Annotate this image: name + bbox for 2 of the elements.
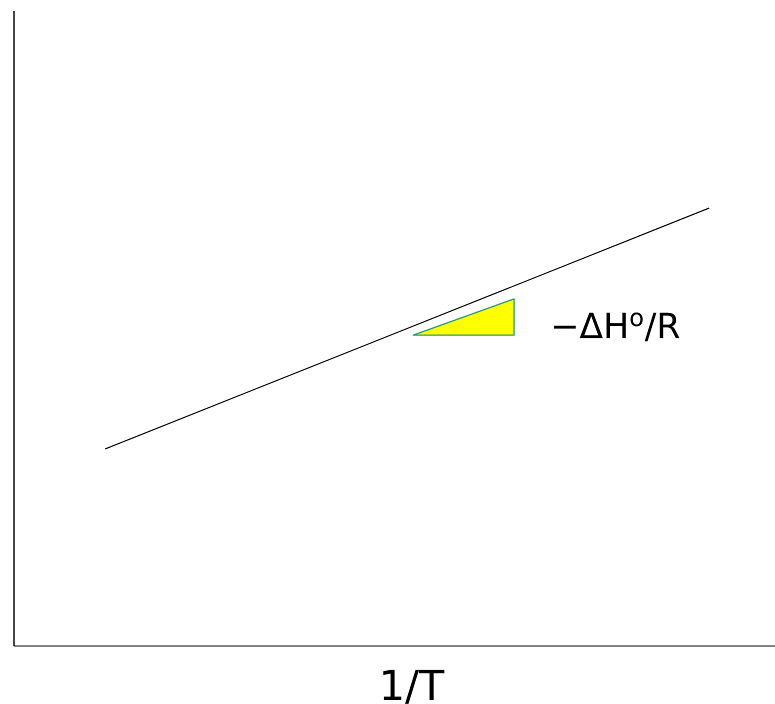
x-axis-title: 1/T xyxy=(383,670,444,704)
annotation: −ΔH$^{o}$/R xyxy=(554,312,680,342)
